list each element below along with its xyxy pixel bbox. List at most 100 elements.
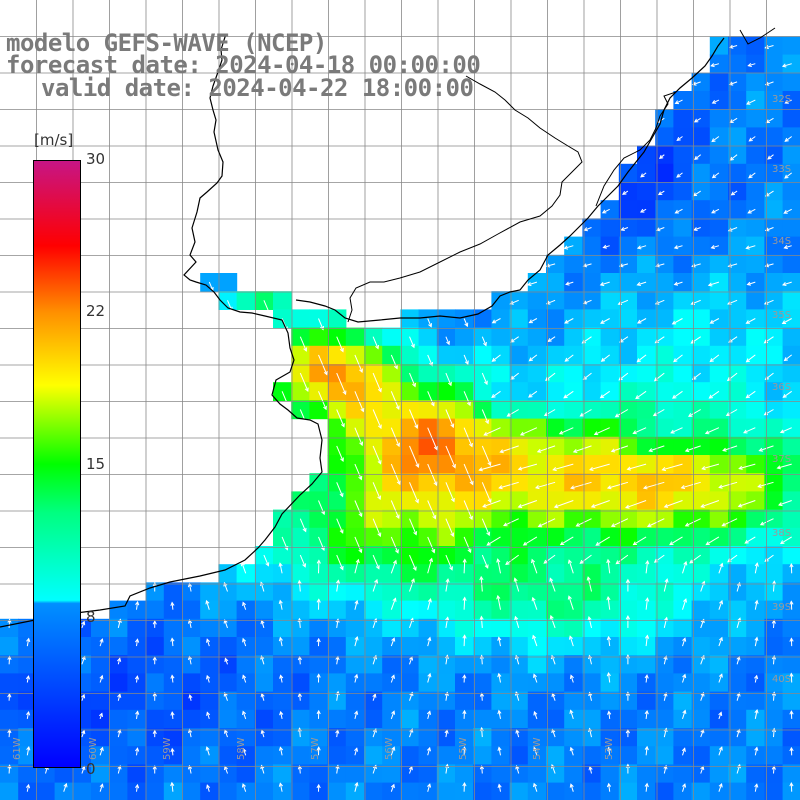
wind-vector-head [778,502,783,507]
wind-speed-cell [527,436,547,456]
wind-speed-cell [782,709,800,729]
wind-vector-head [469,480,474,486]
wind-speed-cell [746,54,765,74]
wind-vector-head [81,729,86,735]
wind-speed-cell [18,709,37,729]
wind-vector [480,616,483,628]
wind-speed-cell [746,618,765,638]
wind-vector [676,136,683,141]
wind-vector-head [648,448,653,453]
wind-vector-head [759,521,765,526]
wind-speed-cell [637,382,656,401]
wind-speed-cell [782,728,800,747]
wind-vector [336,336,344,352]
wind-vector [700,692,704,701]
wind-vector-head [642,485,648,490]
wind-vector-head [335,618,340,623]
wind-vector-head [462,558,467,563]
wind-vector-head [241,783,246,788]
wind-vector [279,600,283,610]
wind-speed-cell [746,163,765,183]
wind-speed-cell [782,691,800,711]
wind-vector-head [757,483,762,488]
wind-speed-cell [582,400,602,420]
wind-vector [99,638,103,647]
wind-speed-cell [582,728,602,747]
wind-vector [81,656,86,665]
wind-vector [712,172,720,178]
wind-vector-head [134,638,140,643]
wind-speed-cell [655,618,674,638]
wind-vector-head [297,579,302,585]
wind-vector [427,783,431,792]
wind-speed-cell [182,637,201,656]
wind-speed-cell [127,637,147,656]
wind-speed-cell [637,163,656,183]
wind-speed-cell [218,582,238,602]
wind-vector [8,656,11,665]
wind-speed-cell [728,327,747,347]
wind-speed-cell [564,455,583,474]
wind-speed-cell [764,418,784,438]
wind-speed-cell [746,109,765,128]
wind-speed-cell [418,400,438,420]
wind-vector-head [206,638,211,643]
wind-vector [533,747,538,756]
wind-vector [427,747,431,756]
wind-vector [481,336,487,346]
wind-speed-cell [691,491,711,511]
wind-vector-head [589,466,594,471]
wind-vector-head [496,594,501,600]
wind-vector [653,409,665,417]
wind-vector [682,710,686,720]
wind-speed-cell [764,273,784,292]
wind-speed-cell [473,655,492,674]
wind-vector [778,500,792,506]
wind-speed-cell [673,691,693,711]
wind-vector [765,81,774,86]
wind-speed-cell [91,618,110,638]
wind-vector [583,263,592,267]
wind-speed-cell [491,564,511,583]
wind-speed-cell [673,418,693,438]
wind-speed-cell [309,691,329,711]
wind-speed-cell [145,655,165,674]
wind-speed-cell [618,637,638,656]
wind-vector-head [152,581,157,587]
wind-speed-cell [655,746,674,765]
wind-vector-head [721,522,726,527]
wind-speed-cell [509,455,529,474]
wind-vector-head [206,784,211,789]
wind-vector [694,154,702,160]
wind-vector-head [517,504,523,509]
wind-speed-cell [709,673,729,693]
wind-vector [390,675,395,683]
wind-speed-cell [145,709,165,729]
wind-vector [206,600,210,610]
wind-speed-cell [728,54,747,74]
wind-speed-cell [382,564,401,583]
wind-vector [224,692,228,701]
wind-vector-head [569,674,574,679]
wind-vector-head [563,245,569,250]
wind-vector [580,554,592,564]
wind-vector [701,500,720,508]
wind-vector-head [428,323,432,328]
wind-speed-cell [364,618,383,638]
wind-speed-cell [600,655,620,674]
wind-vector-head [565,281,570,286]
wind-vector-head [278,562,283,567]
wind-vector-head [206,674,211,680]
wind-speed-cell [600,673,620,693]
wind-speed-cell [455,564,474,583]
wind-speed-cell [364,637,383,656]
wind-speed-cell [473,345,492,365]
wind-vector-head [170,637,175,642]
wind-speed-cell [746,345,765,365]
wind-vector-head [462,634,467,639]
wind-speed-cell [509,364,529,383]
wind-vector-head [782,281,787,286]
wind-speed-cell [746,36,765,56]
wind-vector-head [339,529,344,534]
